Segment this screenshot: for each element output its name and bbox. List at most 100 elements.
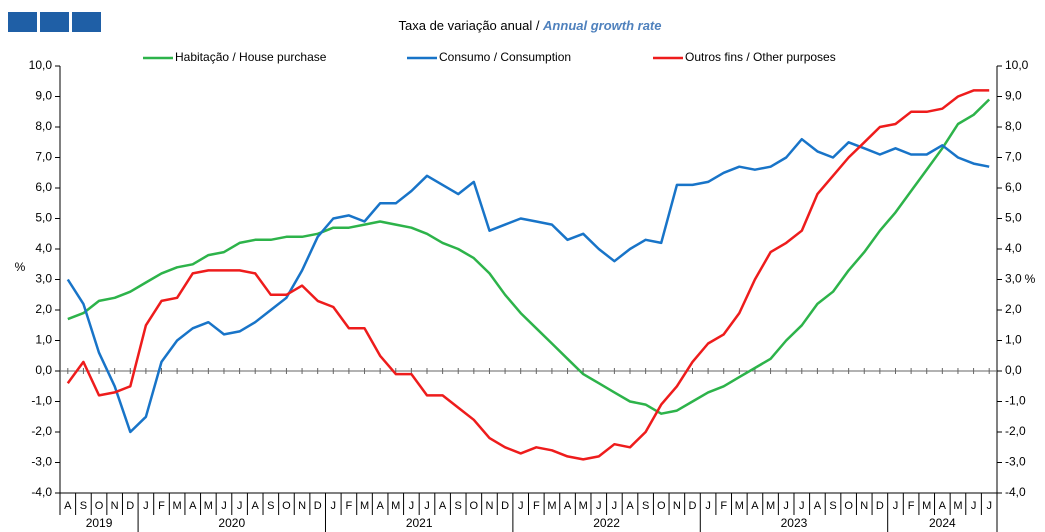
legend-label: Consumo / Consumption — [439, 50, 571, 64]
legend-label: Habitação / House purchase — [175, 50, 327, 64]
x-tick-label: F — [720, 500, 727, 512]
x-tick-label: M — [735, 500, 744, 512]
x-tick-label: D — [126, 500, 134, 512]
x-tick-label: M — [204, 500, 213, 512]
title-en: Annual growth rate — [542, 18, 661, 33]
y2-tick-label: 8,0 — [1005, 119, 1022, 133]
x-tick-label: A — [64, 500, 72, 512]
x-tick-label: A — [376, 500, 384, 512]
x-tick-label: N — [485, 500, 493, 512]
x-tick-label: J — [986, 500, 992, 512]
x-tick-label: S — [829, 500, 836, 512]
x-tick-label: F — [158, 500, 165, 512]
y-tick-label: 2,0 — [35, 302, 52, 316]
chart-title: Taxa de variação anual / Annual growth r… — [399, 18, 662, 33]
y-tick-label: 4,0 — [35, 241, 52, 255]
x-tick-label: J — [424, 500, 430, 512]
y2-tick-label: -2,0 — [1005, 424, 1026, 438]
x-tick-label: D — [501, 500, 509, 512]
y2-tick-label: 5,0 — [1005, 211, 1022, 225]
y-tick-label: -1,0 — [31, 394, 52, 408]
y2-tick-label: 3,0 — [1005, 272, 1022, 286]
year-label: 2024 — [929, 516, 956, 530]
y2-tick-label: 0,0 — [1005, 363, 1022, 377]
title-pt: Taxa de variação anual / — [399, 18, 544, 33]
y2-tick-label: 9,0 — [1005, 89, 1022, 103]
x-tick-label: S — [267, 500, 274, 512]
year-label: 2021 — [406, 516, 433, 530]
x-tick-label: J — [237, 500, 243, 512]
x-tick-label: A — [564, 500, 572, 512]
year-label: 2019 — [86, 516, 113, 530]
x-tick-label: J — [409, 500, 415, 512]
year-label: 2020 — [218, 516, 245, 530]
x-tick-label: D — [314, 500, 322, 512]
x-tick-label: A — [252, 500, 260, 512]
x-tick-label: A — [751, 500, 759, 512]
year-label: 2022 — [593, 516, 620, 530]
x-tick-label: J — [331, 500, 337, 512]
y-tick-label: -2,0 — [31, 424, 52, 438]
y-tick-label: 9,0 — [35, 89, 52, 103]
x-tick-label: S — [455, 500, 462, 512]
x-tick-label: F — [908, 500, 915, 512]
logo-block — [40, 12, 69, 32]
x-tick-label: M — [579, 500, 588, 512]
y2-tick-label: 1,0 — [1005, 333, 1022, 347]
x-tick-label: O — [470, 500, 479, 512]
x-tick-label: M — [360, 500, 369, 512]
series-line — [66, 89, 990, 461]
y2-tick-label: 4,0 — [1005, 241, 1022, 255]
x-tick-label: N — [860, 500, 868, 512]
x-tick-label: F — [533, 500, 540, 512]
x-tick-label: S — [642, 500, 649, 512]
y-axis-label: % — [15, 260, 26, 274]
x-tick-label: J — [596, 500, 602, 512]
x-tick-label: M — [391, 500, 400, 512]
logo-block — [72, 12, 101, 32]
x-tick-label: J — [893, 500, 899, 512]
x-tick-label: A — [439, 500, 447, 512]
logo-block — [8, 12, 37, 32]
x-tick-label: O — [844, 500, 853, 512]
y2-tick-label: 6,0 — [1005, 180, 1022, 194]
y2-tick-label: -4,0 — [1005, 485, 1026, 499]
x-tick-label: M — [766, 500, 775, 512]
x-tick-label: J — [971, 500, 977, 512]
series-line — [67, 98, 991, 415]
x-tick-label: M — [173, 500, 182, 512]
y-tick-label: 0,0 — [35, 363, 52, 377]
y2-axis-label: % — [1025, 272, 1036, 286]
x-tick-label: N — [673, 500, 681, 512]
year-label: 2023 — [781, 516, 808, 530]
series-line — [66, 137, 990, 434]
y-tick-label: 8,0 — [35, 119, 52, 133]
x-tick-label: S — [80, 500, 87, 512]
x-tick-label: O — [95, 500, 104, 512]
y-tick-label: -4,0 — [31, 485, 52, 499]
x-tick-label: F — [346, 500, 353, 512]
y-tick-label: -3,0 — [31, 455, 52, 469]
x-tick-label: M — [922, 500, 931, 512]
x-tick-label: A — [189, 500, 197, 512]
y-tick-label: 3,0 — [35, 272, 52, 286]
x-tick-label: J — [705, 500, 711, 512]
x-tick-label: D — [688, 500, 696, 512]
x-tick-label: D — [876, 500, 884, 512]
x-tick-label: A — [814, 500, 822, 512]
x-tick-label: J — [799, 500, 805, 512]
y-tick-label: 7,0 — [35, 150, 52, 164]
y2-tick-label: 7,0 — [1005, 150, 1022, 164]
y-tick-label: 10,0 — [29, 58, 53, 72]
x-tick-label: J — [612, 500, 618, 512]
x-tick-label: A — [939, 500, 947, 512]
y2-tick-label: -1,0 — [1005, 394, 1026, 408]
x-tick-label: O — [657, 500, 666, 512]
y2-tick-label: -3,0 — [1005, 455, 1026, 469]
x-tick-label: J — [143, 500, 149, 512]
x-tick-label: A — [626, 500, 634, 512]
x-tick-label: O — [282, 500, 291, 512]
y2-tick-label: 10,0 — [1005, 58, 1029, 72]
y2-tick-label: 2,0 — [1005, 302, 1022, 316]
